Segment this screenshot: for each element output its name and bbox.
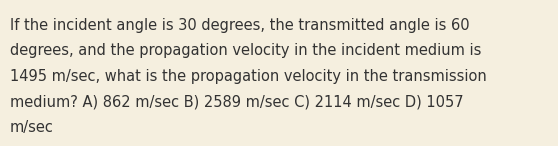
Text: m/sec: m/sec [10,120,54,135]
Text: medium? A) 862 m/sec B) 2589 m/sec C) 2114 m/sec D) 1057: medium? A) 862 m/sec B) 2589 m/sec C) 21… [10,94,464,109]
Text: If the incident angle is 30 degrees, the transmitted angle is 60: If the incident angle is 30 degrees, the… [10,18,470,33]
Text: degrees, and the propagation velocity in the incident medium is: degrees, and the propagation velocity in… [10,43,482,58]
Text: 1495 m/sec, what is the propagation velocity in the transmission: 1495 m/sec, what is the propagation velo… [10,69,487,84]
